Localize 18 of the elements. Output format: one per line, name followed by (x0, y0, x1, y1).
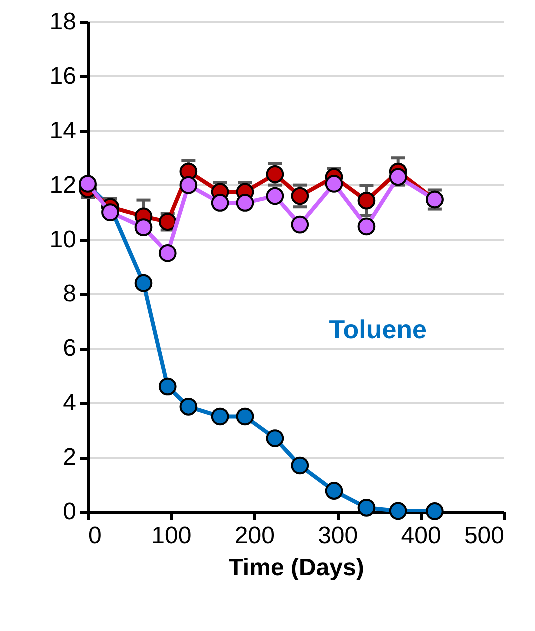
y-tick-label: 18 (50, 8, 76, 36)
x-tick-label: 100 (152, 522, 192, 550)
x-axis-title: Time (Days) (228, 554, 364, 582)
x-tick-label: 500 (464, 522, 504, 550)
y-tick-label: 8 (63, 280, 76, 308)
y-tick-label: 16 (50, 62, 76, 90)
y-tick-label: 6 (63, 335, 76, 362)
y-tick-label: 0 (63, 498, 76, 526)
y-tick-label: 2 (63, 444, 76, 472)
y-tick-label: 12 (50, 172, 76, 199)
x-tick-label: 400 (401, 522, 442, 550)
y-tick-label: 14 (50, 117, 76, 144)
y-tick-label: 4 (63, 390, 76, 417)
text: Toluene (329, 314, 428, 345)
x-tick-label: 0 (88, 522, 102, 550)
x-tick-label: 200 (234, 522, 275, 550)
x-tick-label: 300 (318, 522, 358, 550)
y-tick-label: 10 (50, 226, 76, 254)
